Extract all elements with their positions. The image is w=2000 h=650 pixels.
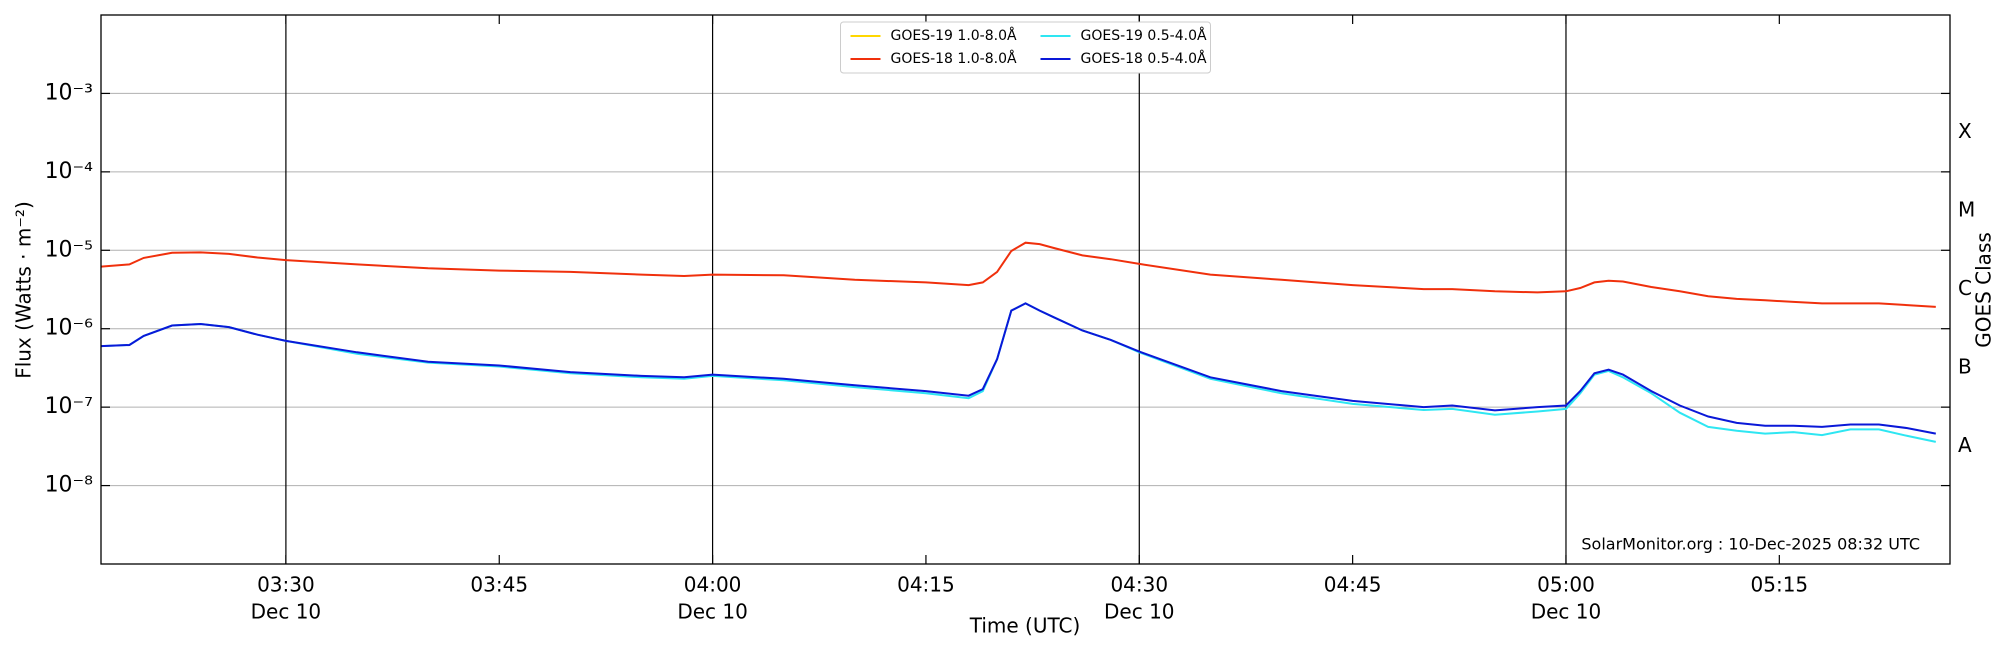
- x-tick-label: 03:45: [470, 573, 528, 597]
- x-tick-label: 04:45: [1324, 573, 1382, 597]
- y2-tick-label: C: [1958, 276, 1972, 300]
- x-tick-label: 03:30: [257, 573, 315, 597]
- y-tick-label: 10⁻⁶: [45, 316, 94, 341]
- x-tick-label: Dec 10: [677, 600, 748, 624]
- plot-frame: [100, 14, 1951, 565]
- legend-box: [840, 21, 1211, 74]
- y2-tick-label: M: [1958, 198, 1975, 222]
- x-tick-label: 04:15: [897, 573, 955, 597]
- y-tick-label: 10⁻⁸: [45, 473, 94, 498]
- legend-label: GOES-18 1.0-8.0Å: [891, 50, 1017, 67]
- y-tick-label: 10⁻⁴: [45, 159, 94, 184]
- series-line: [100, 241, 1936, 308]
- x-tick-label: 05:15: [1751, 573, 1809, 597]
- x-tick-label: 04:30: [1110, 573, 1168, 597]
- x-tick-label: Dec 10: [1531, 600, 1602, 624]
- y-tick-label: 10⁻⁷: [45, 394, 93, 419]
- y2-axis-label: GOES Class: [1972, 232, 1996, 348]
- legend-label: GOES-19 0.5-4.0Å: [1081, 27, 1207, 44]
- annotation: SolarMonitor.org : 10-Dec-2025 08:32 UTC: [1581, 535, 1920, 554]
- x-tick-label: 04:00: [684, 573, 742, 597]
- y2-tick-label: B: [1958, 354, 1972, 378]
- y-axis-label: Flux (Watts · m⁻²): [12, 201, 36, 379]
- series-line: [100, 302, 1936, 435]
- x-tick-label: Dec 10: [251, 600, 322, 624]
- y2-tick-label: A: [1958, 433, 1972, 457]
- y-tick-label: 10⁻³: [45, 80, 93, 105]
- x-tick-label: Dec 10: [1104, 600, 1175, 624]
- y2-tick-label: X: [1958, 119, 1972, 143]
- legend-label: GOES-18 0.5-4.0Å: [1081, 50, 1207, 67]
- legend-label: GOES-19 1.0-8.0Å: [891, 27, 1017, 44]
- y-tick-label: 10⁻⁵: [45, 237, 93, 262]
- x-tick-label: 05:00: [1537, 573, 1595, 597]
- x-axis-label: Time (UTC): [969, 614, 1081, 638]
